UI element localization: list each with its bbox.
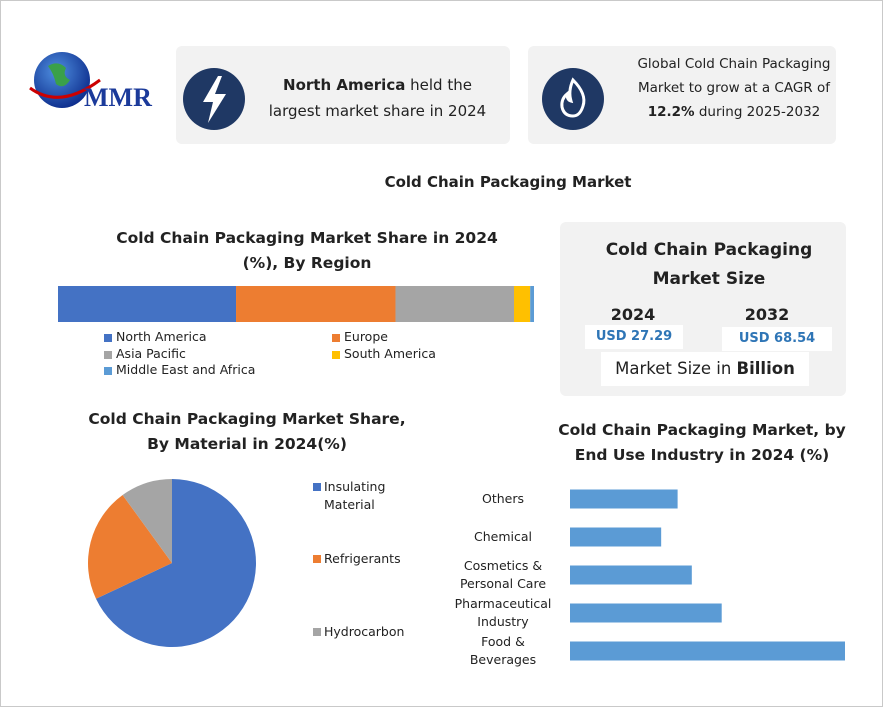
legend-swatch [313,555,321,563]
highlight-bold: North America [283,76,406,94]
logo-text: MMR [84,83,152,112]
market-value: USD 27.29 [585,325,683,349]
unit-note: Market Size in Billion [601,352,809,386]
lightning-icon [203,76,226,123]
highlight-body: Global Cold Chain Packaging Market to gr… [637,56,831,96]
chart-title: Cold Chain Packaging Market Share in 202… [116,229,498,272]
pie-slice [122,479,172,563]
year: 2032 [744,305,790,324]
pie-slice [88,495,172,599]
legend-label: Middle East and Africa [116,362,256,377]
legend-swatch [104,334,112,342]
legend-swatch [313,483,321,491]
legend-label: Asia Pacific [116,345,186,361]
y-tick-label: Others [481,491,524,506]
bar-segment [395,286,515,322]
legend-label: Insulating Material [324,479,386,512]
icon-circle [542,68,604,130]
bar [570,603,722,623]
bar [570,489,678,509]
y-tick-label: Chemical [474,529,532,544]
bar-segment [236,286,396,322]
market-value: USD 68.54 [722,327,832,351]
highlight-text: Global Cold Chain Packaging Market to gr… [628,52,840,124]
unit-text: Market Size in [615,359,732,378]
bar-segment [514,286,531,322]
market-size-title: Cold Chain Packaging Market Size [605,240,813,289]
legend-swatch [332,350,340,359]
legend-label: Refrigerants [324,551,401,566]
y-tick-label: Cosmetics & Personal Care [459,558,547,591]
y-tick-label: Food & Beverages [469,634,537,667]
highlight-bold: 12.2% [647,104,695,120]
highlight-text: North America held the largest market sh… [255,72,500,124]
year: 2024 [610,305,656,324]
bar-segment [530,286,534,322]
legend-swatch [104,350,112,359]
bar-segment [58,286,237,322]
bar [570,641,845,661]
legend-label: Hydrocarbon [324,624,405,639]
legend-label: Europe [344,329,388,344]
y-tick-label: Pharmaceutical Industry [454,596,552,629]
legend-label: South America [344,345,436,361]
flame-icon [560,77,586,118]
bar [570,565,692,585]
legend-swatch [313,628,321,636]
legend-label: North America [116,329,207,344]
bar [570,527,662,547]
chart-title: Cold Chain Packaging Market, by End Use … [558,421,846,464]
highlight-body: held the largest market share in 2024 [268,76,487,120]
legend-swatch [104,367,112,375]
pie-slice [95,479,257,648]
highlight-body: during 2025-2032 [698,104,821,120]
legend-swatch [332,334,340,342]
main-title: Cold Chain Packaging Market [384,173,632,191]
logo-land [48,63,70,87]
unit: Billion [736,359,795,378]
chart-title: Cold Chain Packaging Market Share, By Ma… [88,410,406,453]
logo-swoosh [29,78,101,99]
